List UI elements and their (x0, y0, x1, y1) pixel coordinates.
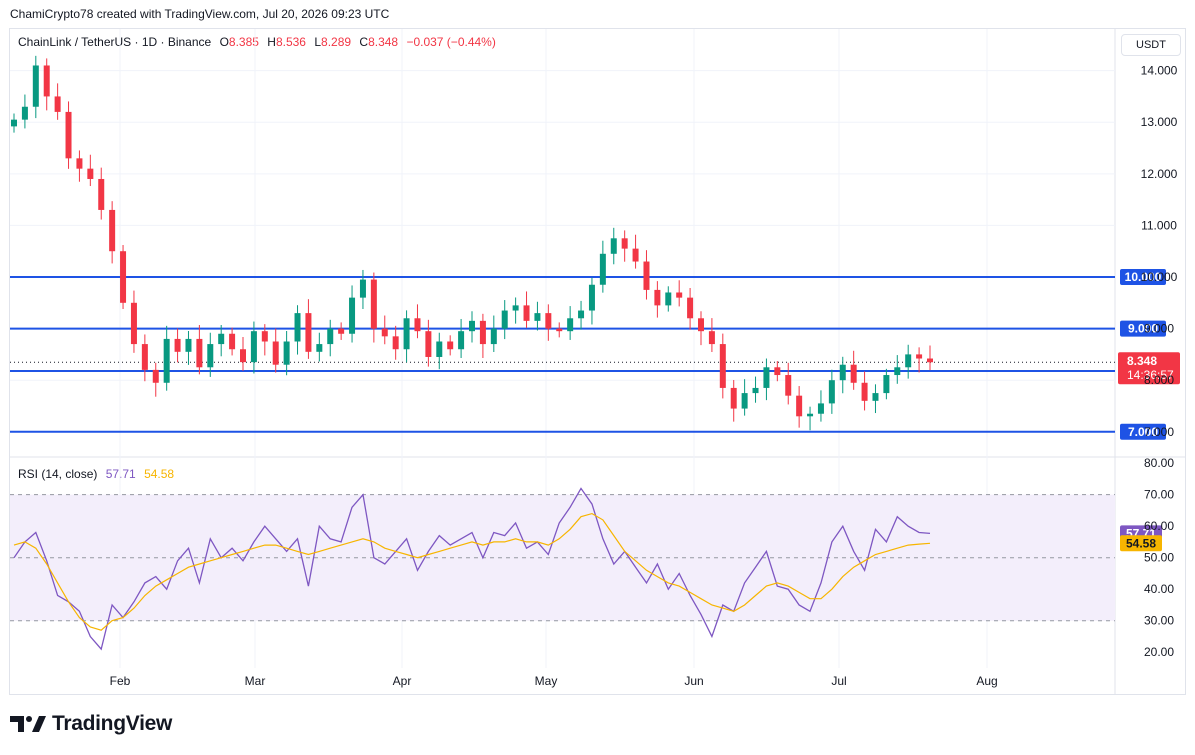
high-value: 8.536 (275, 35, 306, 49)
symbol-legend: ChainLink / TetherUS · 1D · Binance O8.3… (18, 35, 496, 49)
rsi-ma-value: 54.58 (144, 467, 175, 481)
currency-button[interactable]: USDT (1121, 34, 1181, 56)
low-value: 8.289 (321, 35, 352, 49)
rsi-value: 57.71 (105, 467, 136, 481)
chart-frame (9, 28, 1186, 695)
rsi-title[interactable]: RSI (14, close) (18, 467, 98, 481)
rsi-legend: RSI (14, close) 57.71 54.58 (18, 467, 174, 481)
close-value: 8.348 (368, 35, 399, 49)
tradingview-logo-icon (10, 716, 46, 732)
open-key: O (219, 35, 229, 49)
tradingview-logo-text: TradingView (52, 712, 173, 735)
close-key: C (359, 35, 369, 49)
low-key: L (314, 35, 322, 49)
symbol-title[interactable]: ChainLink / TetherUS · 1D · Binance (18, 35, 212, 49)
high-key: H (267, 35, 276, 49)
tradingview-logo[interactable]: TradingView (10, 712, 172, 736)
chart-caption: ChamiCrypto78 created with TradingView.c… (10, 7, 390, 21)
open-value: 8.385 (228, 35, 259, 49)
change-value: −0.037 (−0.44%) (406, 35, 496, 49)
